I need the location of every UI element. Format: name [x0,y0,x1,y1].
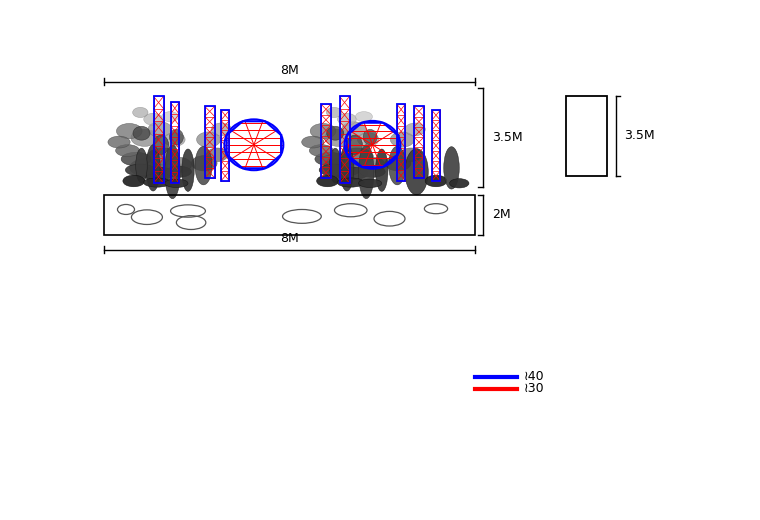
Ellipse shape [148,122,172,137]
Ellipse shape [359,145,374,199]
Ellipse shape [356,112,372,122]
Ellipse shape [141,167,175,180]
Ellipse shape [302,136,324,148]
Ellipse shape [108,136,130,148]
Bar [321,104,331,178]
Ellipse shape [116,145,140,157]
Ellipse shape [315,152,345,166]
Bar [204,106,215,178]
Ellipse shape [334,167,368,180]
Bar [432,110,440,181]
Ellipse shape [342,122,366,137]
Ellipse shape [337,113,356,125]
Ellipse shape [317,175,338,187]
Ellipse shape [169,129,183,145]
Text: ≀30: ≀30 [524,382,544,395]
Ellipse shape [401,148,422,162]
Ellipse shape [319,164,349,176]
Ellipse shape [359,158,385,173]
Text: 3.5M: 3.5M [624,129,655,142]
Ellipse shape [136,148,147,183]
Ellipse shape [147,148,179,165]
Ellipse shape [182,149,195,191]
Ellipse shape [325,129,352,146]
Text: 8M: 8M [280,232,299,245]
Ellipse shape [197,132,220,147]
Ellipse shape [192,155,217,171]
Text: 8M: 8M [280,64,299,77]
Ellipse shape [359,179,382,188]
Ellipse shape [121,152,151,166]
Ellipse shape [211,123,232,136]
Bar [566,96,606,176]
Ellipse shape [162,112,179,122]
Ellipse shape [133,107,148,118]
Ellipse shape [405,149,428,195]
Ellipse shape [153,135,169,154]
Ellipse shape [444,147,459,189]
Ellipse shape [340,145,354,191]
Ellipse shape [324,158,362,177]
Ellipse shape [125,164,155,176]
Ellipse shape [146,145,160,191]
Bar [170,102,179,183]
Ellipse shape [310,123,336,139]
Text: ≀40: ≀40 [524,370,544,383]
Ellipse shape [329,148,341,183]
Ellipse shape [133,126,150,140]
Ellipse shape [341,148,373,165]
Ellipse shape [388,146,406,185]
Bar [414,106,424,178]
Ellipse shape [359,166,385,177]
Bar [104,195,475,235]
Ellipse shape [207,148,228,162]
Bar [154,96,163,183]
Text: 3.5M: 3.5M [492,131,522,144]
Ellipse shape [450,179,469,188]
Ellipse shape [309,145,333,157]
Ellipse shape [166,166,192,177]
Ellipse shape [116,123,142,139]
Ellipse shape [144,178,170,187]
Ellipse shape [165,145,180,199]
Ellipse shape [405,123,426,136]
Ellipse shape [144,113,163,125]
Ellipse shape [131,129,158,146]
Text: 2M: 2M [492,209,511,222]
Ellipse shape [327,126,344,140]
Ellipse shape [337,178,364,187]
Bar [221,110,230,181]
Ellipse shape [425,175,447,187]
Ellipse shape [363,129,377,145]
Ellipse shape [123,175,144,187]
Bar [340,96,350,183]
Ellipse shape [166,158,192,173]
Ellipse shape [357,133,378,146]
Ellipse shape [130,158,168,177]
Ellipse shape [375,149,388,191]
Ellipse shape [326,107,342,118]
Ellipse shape [391,132,414,147]
Ellipse shape [165,179,188,188]
Ellipse shape [164,133,185,146]
Ellipse shape [195,146,212,185]
Ellipse shape [347,135,363,154]
Ellipse shape [385,155,411,171]
Bar [397,104,405,181]
